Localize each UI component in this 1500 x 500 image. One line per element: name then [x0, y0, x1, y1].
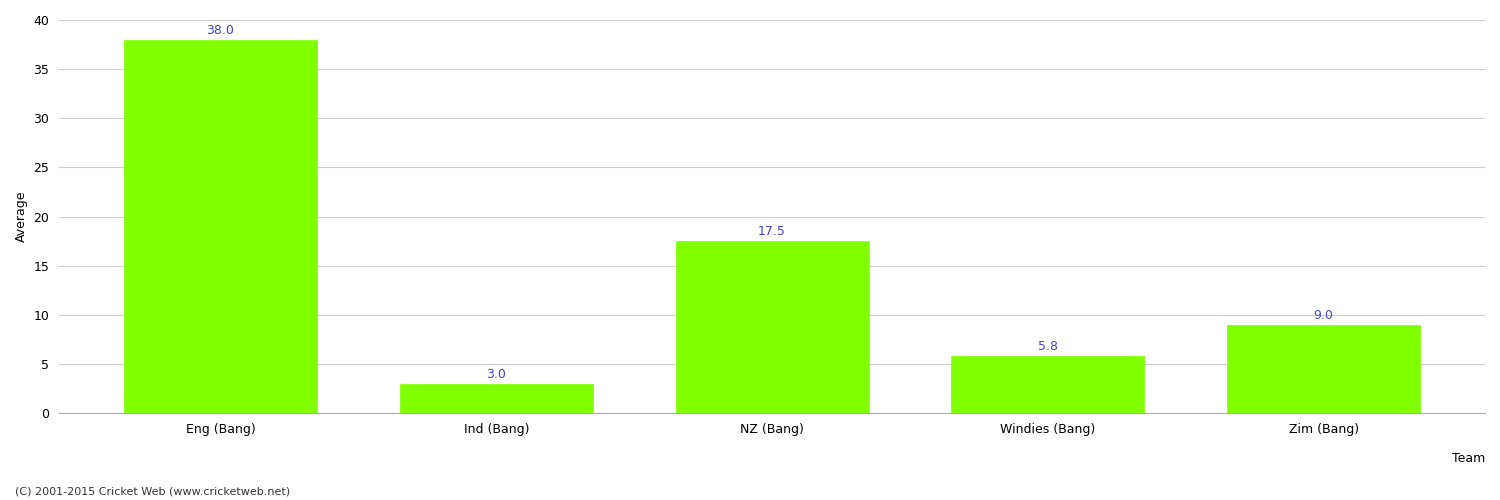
Bar: [400, 384, 592, 413]
Bar: [124, 40, 316, 413]
Text: 5.8: 5.8: [1038, 340, 1058, 353]
Text: Team: Team: [1452, 452, 1485, 465]
Text: 3.0: 3.0: [486, 368, 506, 380]
Text: 38.0: 38.0: [207, 24, 234, 36]
Text: 9.0: 9.0: [1314, 308, 1334, 322]
Bar: [1227, 324, 1420, 413]
Bar: [951, 356, 1144, 413]
Text: (C) 2001-2015 Cricket Web (www.cricketweb.net): (C) 2001-2015 Cricket Web (www.cricketwe…: [15, 487, 290, 497]
Text: 17.5: 17.5: [758, 225, 786, 238]
Y-axis label: Average: Average: [15, 191, 28, 242]
Bar: [675, 241, 868, 413]
